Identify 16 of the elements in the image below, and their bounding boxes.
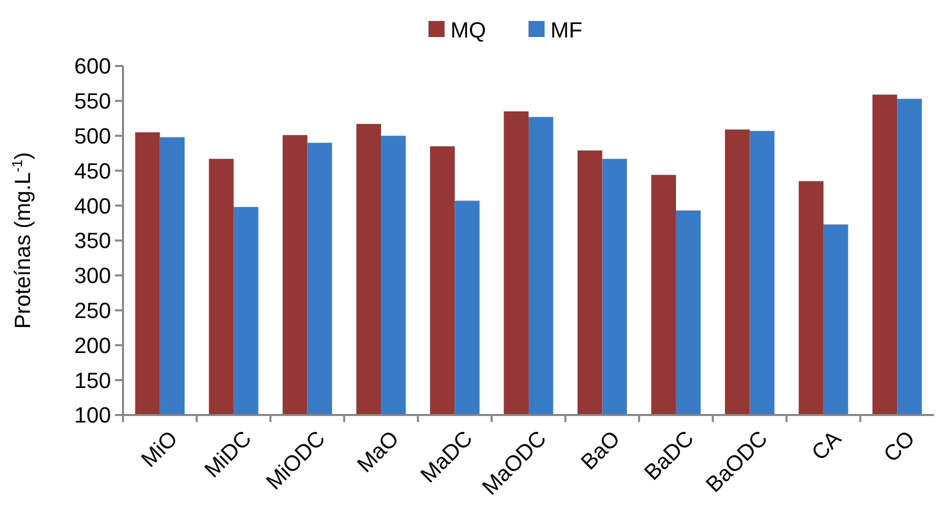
- y-tick-label: 150: [74, 368, 111, 393]
- y-tick-label: 550: [74, 88, 111, 114]
- x-tick-label: CO: [878, 426, 920, 467]
- y-tick-label: 450: [74, 158, 111, 184]
- y-tick-label: 400: [74, 193, 111, 218]
- x-tick-label: CA: [806, 426, 846, 466]
- y-tick-label: 350: [74, 228, 111, 254]
- y-tick-label: 100: [74, 402, 111, 428]
- y-tick-label: 600: [74, 54, 111, 79]
- legend-label: MF: [550, 18, 582, 43]
- y-tick-label: 300: [74, 263, 111, 288]
- y-tick-label: 500: [74, 124, 111, 148]
- y-tick-label: 250: [74, 298, 111, 323]
- legend-label: MQ: [450, 18, 486, 43]
- y-tick-label: 200: [74, 332, 111, 358]
- x-tick-label: MiO: [136, 426, 182, 472]
